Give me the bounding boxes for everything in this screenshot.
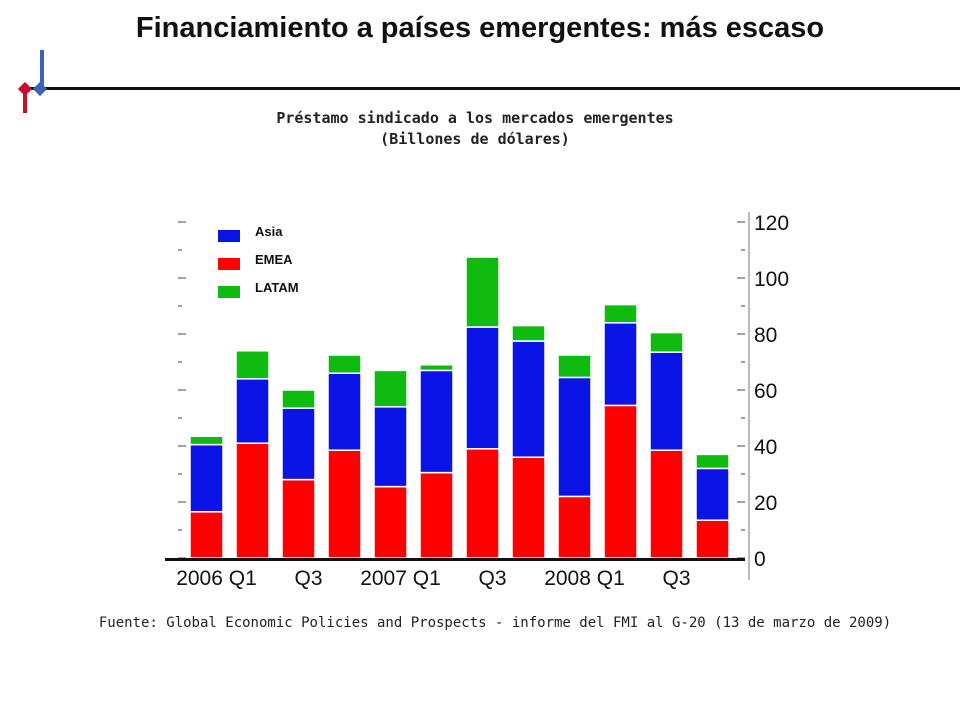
bar-latam [419,364,454,372]
x-tick-label: Q3 [478,567,506,590]
x-tick-label: 2007 Q1 [360,567,441,590]
bar-asia [373,406,408,488]
bar-emea [419,471,454,559]
bar-emea [557,495,592,559]
bar-latam [465,256,500,328]
legend-label-emea: EMEA [255,252,293,267]
y-tick-label: 20 [754,492,777,515]
chart-title: Préstamo sindicado a los mercados emerge… [180,108,770,150]
logo-icon [17,50,48,113]
legend-swatch-asia [218,230,240,242]
bar-latam [373,369,408,408]
y-tick-label: 120 [754,212,789,235]
bar-emea [511,456,546,559]
legend-label-latam: LATAM [255,280,299,295]
x-tick-label: Q3 [294,567,322,590]
bar-asia [281,407,316,481]
x-tick-label: Q3 [662,567,690,590]
bar-asia [189,443,224,513]
bar-emea [327,449,362,559]
bar-emea [373,485,408,559]
legend-swatch-emea [218,258,240,270]
x-tick-label: 2008 Q1 [544,567,625,590]
bar-emea [281,478,316,559]
bar-emea [189,511,224,559]
bar-asia [327,372,362,451]
bar-asia [603,322,638,407]
bar-asia [465,326,500,450]
bar-emea [603,404,638,559]
chart-title-line2: (Billones de dólares) [380,130,570,148]
bar-emea [695,519,730,559]
bar-latam [603,303,638,324]
bar-emea [465,448,500,559]
bar-asia [235,378,270,444]
bar-latam [649,331,684,353]
bar-latam [557,354,592,379]
x-axis-line [165,558,745,561]
bar-latam [695,453,730,470]
bar-asia [557,376,592,498]
legend-label-asia: Asia [255,224,283,239]
bar-latam [281,389,316,409]
bar-latam [327,354,362,374]
bar-emea [649,449,684,559]
bar-asia [695,467,730,521]
bar-asia [419,369,454,474]
y-tick-label: 0 [754,548,766,571]
legend-swatch-latam [218,286,240,298]
bar-latam [511,324,546,342]
bar-asia [649,351,684,451]
y-tick-label: 80 [754,324,777,347]
bar-latam [189,435,224,446]
header-rule [30,87,960,90]
bar-emea [235,442,270,559]
y-tick-label: 100 [754,268,789,291]
source-note: Fuente: Global Economic Policies and Pro… [98,615,892,631]
bar-latam [235,350,270,380]
y-tick-label: 60 [754,380,777,403]
bar-asia [511,340,546,458]
y-tick-label: 40 [754,436,777,459]
x-tick-label: 2006 Q1 [176,567,257,590]
chart-title-line1: Préstamo sindicado a los mercados emerge… [276,109,674,127]
page-title: Financiamiento a países emergentes: más … [135,12,825,44]
